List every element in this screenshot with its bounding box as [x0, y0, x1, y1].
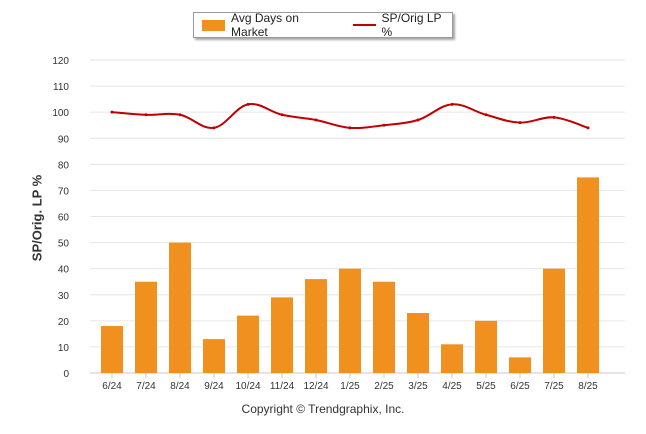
- bar: [237, 315, 259, 373]
- line-series-path: [111, 103, 589, 130]
- y-tick-label: 110: [53, 82, 69, 93]
- x-axis-ticks: 6/24 7/24 8/24 9/24 10/24 11/24 12/24 1/25 2/25 3…: [102, 373, 598, 392]
- bar: [407, 313, 429, 373]
- line-point: [518, 121, 522, 125]
- bar: [101, 326, 123, 373]
- line-point: [552, 115, 556, 119]
- line-point: [110, 110, 114, 114]
- legend-item-line: SP/Orig LP %: [335, 11, 452, 39]
- line-point: [212, 126, 216, 130]
- y-tick-label: 80: [58, 160, 70, 171]
- x-tick-label: 10/24: [235, 381, 260, 392]
- line-point: [348, 126, 352, 130]
- bar: [509, 357, 531, 373]
- x-tick-label: 7/24: [136, 381, 156, 392]
- bar: [441, 344, 463, 373]
- copyright-text: Copyright © Trendgraphix, Inc.: [241, 402, 405, 416]
- legend-item-bar: Avg Days on Market: [194, 11, 335, 39]
- line-point: [586, 126, 590, 130]
- bar: [305, 279, 327, 373]
- x-tick-label: 6/25: [510, 381, 530, 392]
- y-tick-label: 10: [58, 343, 70, 354]
- x-tick-label: 7/25: [544, 381, 564, 392]
- line-point: [450, 102, 454, 106]
- bar-series: [101, 177, 599, 373]
- legend-line-swatch: [352, 24, 376, 26]
- line-point: [416, 118, 420, 122]
- line-point: [246, 102, 250, 106]
- x-tick-label: 12/24: [303, 381, 328, 392]
- x-tick-label: 6/24: [102, 381, 122, 392]
- x-tick-label: 9/24: [204, 381, 224, 392]
- bar: [169, 242, 191, 373]
- y-tick-label: 40: [58, 265, 70, 276]
- line-point: [314, 118, 318, 122]
- line-point: [280, 113, 284, 117]
- y-axis-ticks: 0 10 20 30 40 50 60 70 80 90 100 110 120: [52, 56, 69, 380]
- x-tick-label: 2/25: [374, 381, 394, 392]
- bar: [135, 281, 157, 373]
- x-tick-label: 4/25: [442, 381, 462, 392]
- legend-line-label: SP/Orig LP %: [381, 11, 442, 39]
- y-axis-label: SP/Orig. LP %: [29, 174, 45, 262]
- x-tick-label: 3/25: [408, 381, 428, 392]
- line-point: [484, 113, 488, 117]
- line-series: [110, 102, 590, 130]
- bar: [271, 297, 293, 373]
- y-tick-label: 0: [63, 369, 69, 380]
- legend-bar-swatch: [202, 19, 226, 31]
- y-tick-label: 70: [58, 186, 70, 197]
- y-tick-label: 20: [58, 317, 70, 328]
- x-tick-label: 8/25: [578, 381, 598, 392]
- bar: [373, 281, 395, 373]
- x-tick-label: 1/25: [340, 381, 360, 392]
- bar: [339, 268, 361, 373]
- x-tick-label: 5/25: [476, 381, 496, 392]
- bar: [475, 320, 497, 373]
- y-tick-label: 100: [52, 108, 69, 119]
- y-tick-label: 90: [58, 134, 70, 145]
- x-tick-label: 8/24: [170, 381, 190, 392]
- bar: [203, 339, 225, 373]
- line-point: [178, 113, 182, 117]
- x-tick-label: 11/24: [270, 381, 295, 392]
- y-tick-label: 60: [58, 213, 70, 224]
- bar: [543, 268, 565, 373]
- legend: Avg Days on Market SP/Orig LP %: [193, 11, 453, 39]
- line-point: [144, 113, 148, 117]
- y-tick-label: 50: [58, 239, 70, 250]
- bar: [577, 177, 599, 373]
- legend-bar-label: Avg Days on Market: [231, 11, 299, 39]
- y-tick-label: 120: [52, 56, 69, 67]
- line-point: [382, 123, 386, 127]
- y-tick-label: 30: [58, 291, 70, 302]
